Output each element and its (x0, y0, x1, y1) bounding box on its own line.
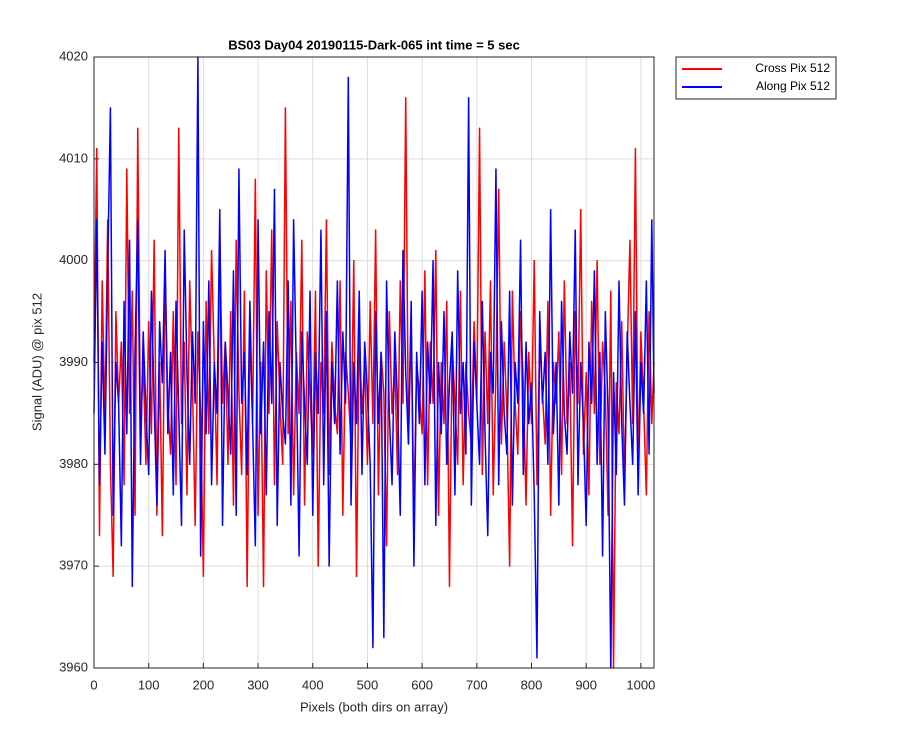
y-axis-label: Signal (ADU) @ pix 512 (29, 293, 44, 431)
y-tick-label: 3970 (59, 558, 88, 573)
x-tick-label: 300 (247, 677, 269, 692)
chart-title: BS03 Day04 20190115-Dark-065 int time = … (228, 37, 520, 52)
data-line (93, 56, 655, 669)
legend-label: Along Pix 512 (756, 79, 830, 93)
y-tick-label: 3980 (59, 456, 88, 471)
x-tick-label: 1000 (626, 677, 655, 692)
y-tick-label: 3960 (59, 659, 88, 674)
y-tick-label: 4020 (59, 48, 88, 63)
x-tick-label: 200 (193, 677, 215, 692)
x-tick-label: 800 (521, 677, 543, 692)
axes-box (93, 56, 655, 669)
legend-box (675, 56, 837, 100)
y-tick-label: 4000 (59, 252, 88, 267)
x-tick-label: 100 (138, 677, 160, 692)
y-tick-label: 3990 (59, 354, 88, 369)
x-tick-label: 400 (302, 677, 324, 692)
x-tick-label: 500 (357, 677, 379, 692)
x-axis-label: Pixels (both dirs on array) (300, 699, 448, 714)
x-tick-label: 900 (575, 677, 597, 692)
x-tick-label: 0 (90, 677, 97, 692)
x-tick-label: 700 (466, 677, 488, 692)
legend-label: Cross Pix 512 (755, 61, 830, 75)
y-tick-label: 4010 (59, 150, 88, 165)
data-line (93, 96, 655, 669)
x-tick-label: 600 (411, 677, 433, 692)
